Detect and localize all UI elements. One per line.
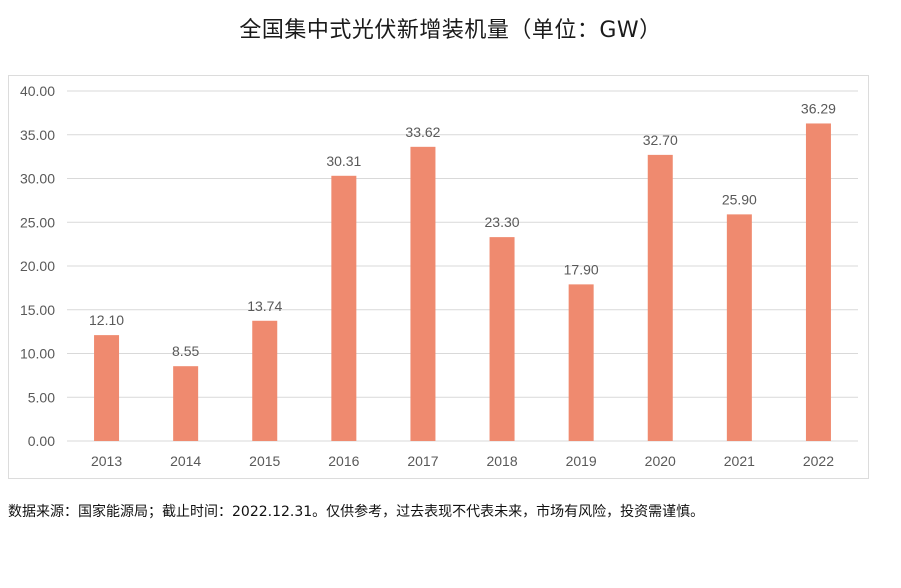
bar-2017 (410, 146, 436, 441)
y-tick-label: 5.00 (28, 389, 55, 405)
x-tick-label-2013: 2013 (91, 453, 122, 469)
bar-2021 (726, 214, 752, 441)
y-tick-label: 0.00 (28, 433, 55, 449)
y-tick-label: 40.00 (20, 83, 55, 99)
x-tick-label-2018: 2018 (486, 453, 517, 469)
bar-2013 (94, 335, 120, 441)
data-label-2016: 30.31 (326, 153, 361, 169)
x-tick-label-2020: 2020 (645, 453, 676, 469)
y-tick-label: 15.00 (20, 302, 55, 318)
y-tick-label: 25.00 (20, 214, 55, 230)
data-label-2022: 36.29 (801, 100, 836, 116)
y-tick-label: 10.00 (20, 346, 55, 362)
data-label-2017: 33.62 (405, 124, 440, 140)
bar-2018 (489, 237, 515, 441)
bar-2014 (173, 366, 199, 441)
data-label-2013: 12.10 (89, 312, 124, 328)
y-tick-label: 35.00 (20, 127, 55, 143)
data-label-2021: 25.90 (722, 191, 757, 207)
y-tick-label: 30.00 (20, 171, 55, 187)
x-tick-label-2019: 2019 (566, 453, 597, 469)
bar-chart: 0.00 5.00 10.00 15.00 20.00 25.00 30.00 35.00 40… (20, 83, 858, 469)
data-label-2018: 23.30 (485, 214, 520, 230)
y-tick-label: 20.00 (20, 258, 55, 274)
data-label-2015: 13.74 (247, 298, 282, 314)
data-label-2014: 8.55 (172, 343, 199, 359)
x-tick-label-2016: 2016 (328, 453, 359, 469)
data-label-2020: 32.70 (643, 132, 678, 148)
bar-2020 (647, 154, 673, 441)
x-tick-label-2014: 2014 (170, 453, 201, 469)
x-tick-label-2021: 2021 (724, 453, 755, 469)
chart-area: 0.00 5.00 10.00 15.00 20.00 25.00 30.00 35.00 40… (8, 75, 869, 479)
bar-2019 (568, 284, 594, 441)
source-footnote: 数据来源：国家能源局；截止时间：2022.12.31。仅供参考，过去表现不代表未… (8, 504, 705, 520)
bar-2016 (331, 175, 357, 441)
data-label-2019: 17.90 (564, 261, 599, 277)
x-tick-label-2022: 2022 (803, 453, 834, 469)
chart-title: 全国集中式光伏新增装机量（单位：GW） (239, 18, 662, 43)
x-tick-label-2017: 2017 (407, 453, 438, 469)
bar-2022 (805, 123, 831, 442)
x-tick-label-2015: 2015 (249, 453, 280, 469)
bar-2015 (252, 320, 278, 441)
